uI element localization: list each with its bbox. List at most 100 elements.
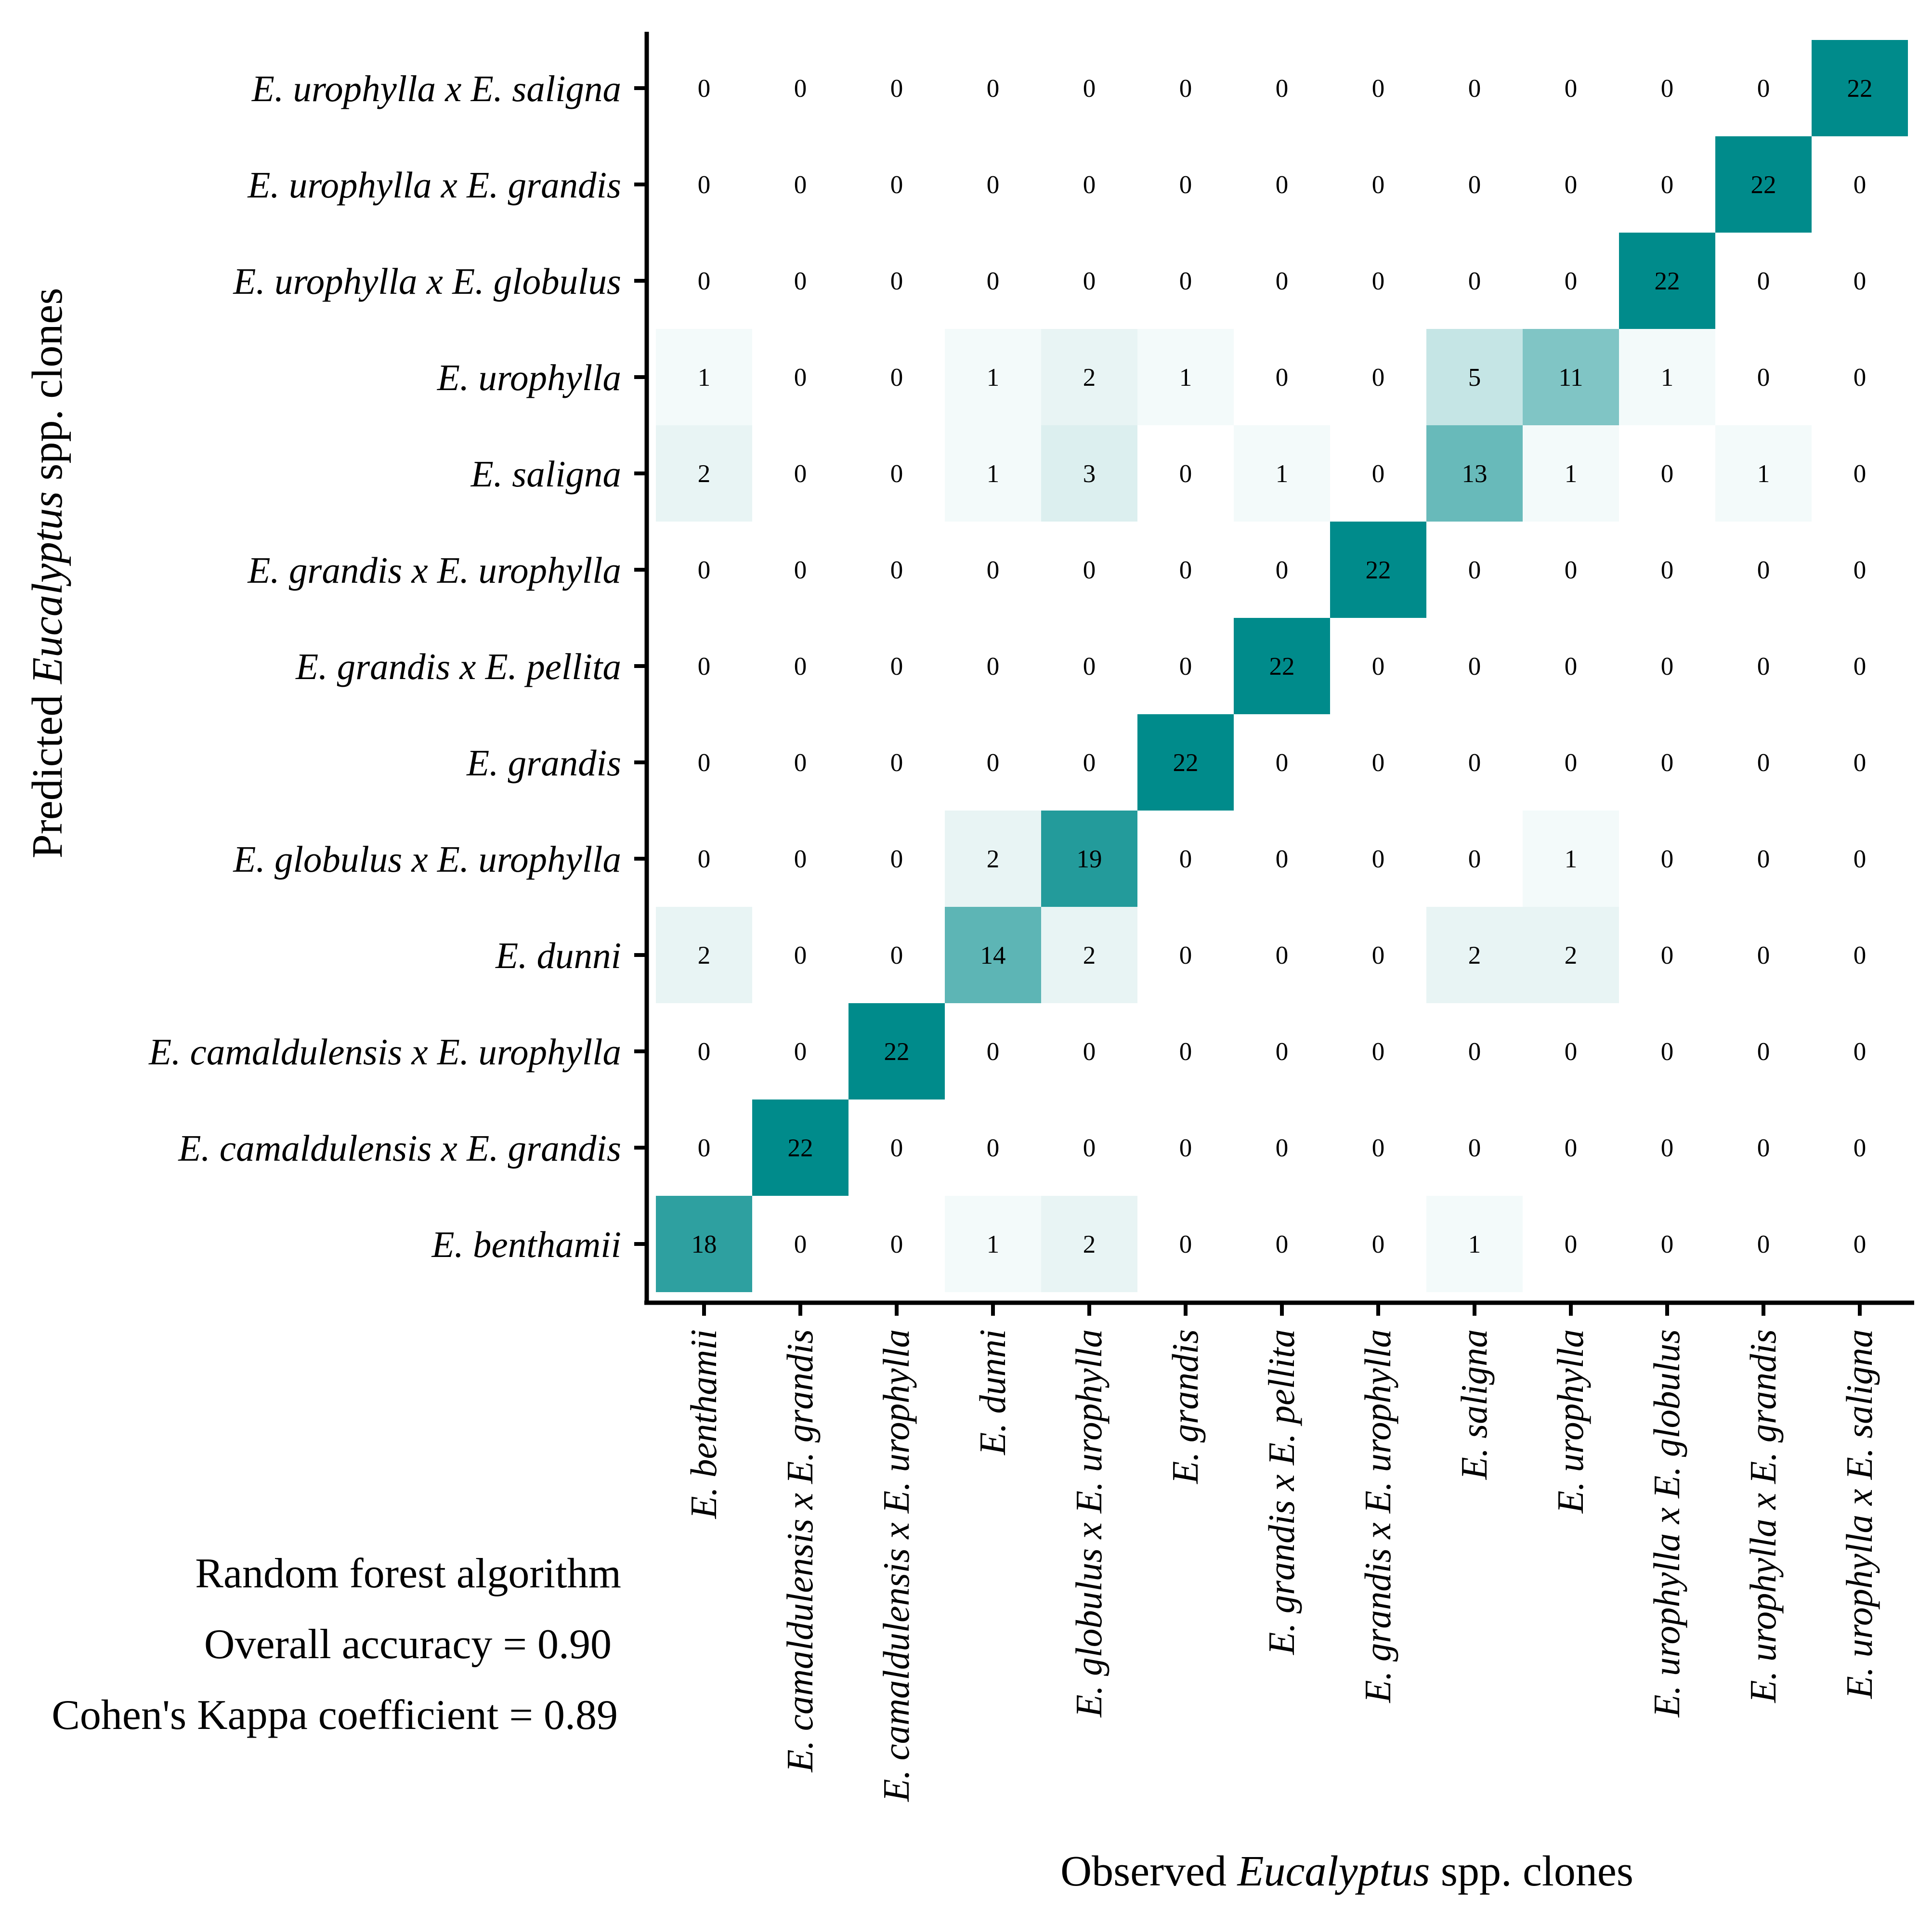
heatmap-cell (945, 522, 1041, 618)
heatmap-cell (752, 714, 849, 811)
heatmap-cell (1234, 40, 1330, 136)
cell-value-label: 2 (1468, 942, 1481, 969)
cell-value-label: 0 (1468, 556, 1481, 584)
cell-value-label: 22 (1173, 749, 1199, 777)
heatmap-cell (1137, 136, 1234, 233)
heatmap-cell (1426, 40, 1523, 136)
cell-value-label: 0 (1372, 1038, 1385, 1066)
y-tick-label: E. urophylla x E. globulus (233, 261, 621, 302)
cell-value-label: 0 (1565, 1038, 1578, 1066)
heatmap-cell (1041, 714, 1137, 811)
cell-value-label: 0 (987, 556, 1000, 584)
x-tick-label: E. camaldulensis x E. urophylla (875, 1329, 917, 1802)
heatmap-cell (656, 522, 752, 618)
cell-value-label: 0 (1565, 1134, 1578, 1162)
cell-value-label: 0 (987, 171, 1000, 199)
cell-value-label: 0 (890, 942, 903, 969)
cell-value-label: 0 (1083, 653, 1096, 681)
cell-value-label: 0 (698, 1038, 711, 1066)
cell-value-label: 0 (1179, 1038, 1192, 1066)
cell-value-label: 13 (1462, 460, 1488, 488)
heatmap-cell (849, 811, 945, 907)
heatmap-cell (1812, 714, 1908, 811)
cell-value-label: 0 (1179, 267, 1192, 295)
cell-value-label: 22 (1269, 653, 1295, 681)
heatmap-cell (1523, 522, 1619, 618)
cell-value-label: 0 (1372, 460, 1385, 488)
y-tick-label: E. grandis x E. urophylla (247, 550, 621, 591)
heatmap-cell (1715, 618, 1812, 714)
heatmap-cell (656, 329, 752, 425)
heatmap-cell (1234, 522, 1330, 618)
cell-value-label: 0 (1468, 845, 1481, 873)
heatmap-cell (1812, 329, 1908, 425)
heatmap-cell (752, 1196, 849, 1292)
cell-value-label: 0 (1179, 75, 1192, 103)
heatmap-cell (1330, 1196, 1426, 1292)
heatmap-cell (945, 811, 1041, 907)
heatmap-cell (1330, 233, 1426, 329)
cell-value-label: 0 (1179, 942, 1192, 969)
cell-value-label: 1 (1179, 364, 1192, 392)
x-tick-label: E. grandis (1164, 1329, 1206, 1484)
heatmap-cell (1715, 1099, 1812, 1196)
x-tick-label: E. urophylla x E. grandis (1742, 1329, 1784, 1703)
heatmap-cell (752, 233, 849, 329)
cell-value-label: 0 (698, 556, 711, 584)
cell-value-label: 0 (1179, 460, 1192, 488)
cell-value-label: 0 (698, 171, 711, 199)
heatmap-cell (1426, 136, 1523, 233)
x-axis-title-genus: Eucalyptus (1237, 1847, 1430, 1895)
cell-value-label: 0 (1372, 75, 1385, 103)
cell-value-label: 0 (1661, 749, 1674, 777)
cell-value-label: 0 (1565, 653, 1578, 681)
heatmap-cell (1523, 329, 1619, 425)
y-tick-label: E. grandis (466, 742, 621, 784)
cell-value-label: 0 (1372, 1230, 1385, 1258)
cell-value-label: 0 (1757, 1230, 1770, 1258)
cell-value-label: 0 (1854, 653, 1867, 681)
cell-value-label: 0 (1276, 364, 1289, 392)
heatmap-cell (849, 40, 945, 136)
cell-value-label: 0 (1468, 653, 1481, 681)
cell-value-label: 0 (698, 845, 711, 873)
heatmap-cell (1041, 1196, 1137, 1292)
cell-value-label: 0 (1661, 460, 1674, 488)
heatmap-cell (1715, 714, 1812, 811)
heatmap-cell (1523, 1099, 1619, 1196)
cell-value-label: 22 (1366, 556, 1391, 584)
heatmap-cell (1041, 425, 1137, 522)
heatmap-cell (656, 136, 752, 233)
y-tick-label: E. urophylla x E. grandis (247, 164, 621, 206)
cell-value-label: 0 (794, 460, 807, 488)
heatmap-cell (1715, 811, 1812, 907)
cell-value-label: 19 (1077, 845, 1102, 873)
cell-value-label: 0 (1757, 267, 1770, 295)
cell-value-label: 0 (1661, 942, 1674, 969)
heatmap-cell (1330, 907, 1426, 1003)
heatmap-cell (1041, 40, 1137, 136)
heatmap-cell (1426, 522, 1523, 618)
heatmap-cell (1523, 714, 1619, 811)
heatmap-cell (1812, 40, 1908, 136)
cell-value-label: 0 (1276, 171, 1289, 199)
heatmap-cell (1137, 1196, 1234, 1292)
heatmap-cell (656, 233, 752, 329)
cell-value-label: 0 (1276, 749, 1289, 777)
heatmap-cell (1523, 233, 1619, 329)
cell-value-label: 0 (794, 653, 807, 681)
heatmap-cell (656, 714, 752, 811)
heatmap-cell (1041, 233, 1137, 329)
heatmap-cell (1812, 1099, 1908, 1196)
cell-value-label: 0 (1468, 1134, 1481, 1162)
heatmap-cell (1330, 1099, 1426, 1196)
heatmap-cell (1330, 136, 1426, 233)
heatmap-cell (752, 1003, 849, 1099)
heatmap-cell (656, 618, 752, 714)
heatmap-cell (1137, 1003, 1234, 1099)
cell-value-label: 0 (1276, 556, 1289, 584)
y-axis-title: Predicted Eucalyptus spp. clones (24, 288, 71, 859)
heatmap-cell (656, 1099, 752, 1196)
cell-value-label: 0 (1276, 75, 1289, 103)
heatmap-cell (1619, 1099, 1715, 1196)
